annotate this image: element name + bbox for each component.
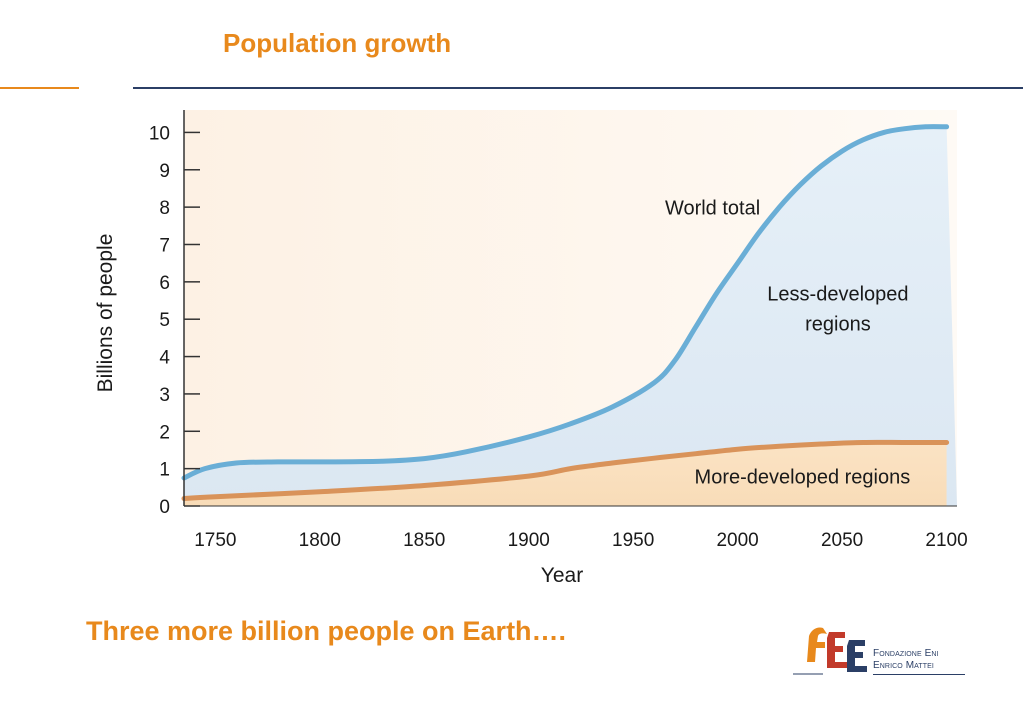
chart-annotation: regions [805, 313, 871, 335]
y-tick-label: 3 [159, 385, 170, 406]
x-tick-label: 1850 [403, 530, 445, 551]
chart-annotation: World total [665, 198, 760, 220]
logo-line-1: Fondazione Eni [873, 648, 939, 659]
y-tick-label: 7 [159, 235, 170, 256]
less-developed-area [184, 126, 957, 506]
y-tick-label: 2 [159, 422, 170, 443]
y-tick-label: 4 [159, 348, 170, 369]
logo-line-2: Enrico Mattei [873, 660, 934, 671]
y-tick-label: 5 [159, 310, 170, 331]
fee-monogram-icon [793, 627, 867, 675]
y-tick-label: 1 [159, 460, 170, 481]
x-tick-label: 1950 [612, 530, 654, 551]
y-tick-label: 6 [159, 273, 170, 294]
x-tick-label: 1750 [194, 530, 236, 551]
header-rule [133, 87, 1023, 89]
x-tick-label: 1900 [508, 530, 550, 551]
chart-annotation: Less-developed [767, 284, 908, 306]
y-axis-title: Billions of people [94, 234, 117, 393]
y-tick-label: 10 [149, 123, 170, 144]
accent-rule [0, 87, 79, 89]
x-axis-title: Year [541, 564, 583, 587]
population-chart: 0 1 2 3 4 5 6 7 8 9 10 1750 1800 1850 1900 1950 2000 2050… [94, 110, 968, 587]
x-tick-label: 2050 [821, 530, 863, 551]
slide-caption: Three more billion people on Earth…. [86, 616, 567, 646]
x-tick-label: 1800 [299, 530, 341, 551]
x-tick-label: 2100 [925, 530, 967, 551]
world-total-line [181, 124, 950, 481]
logo-text: Fondazione Eni Enrico Mattei [873, 648, 939, 672]
slide-title: Population growth [223, 28, 452, 58]
chart-annotation: More-developed regions [695, 467, 911, 489]
x-tick-label: 2000 [716, 530, 758, 551]
y-tick-label: 9 [159, 161, 170, 182]
y-tick-label: 0 [159, 497, 170, 518]
logo-underline [873, 674, 965, 675]
y-tick-label: 8 [159, 198, 170, 219]
more-developed-line [181, 439, 950, 501]
